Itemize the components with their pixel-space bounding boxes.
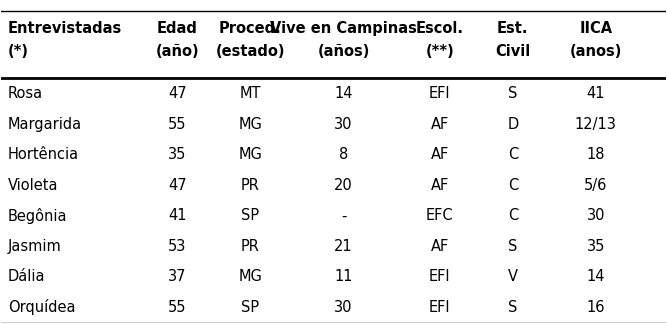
Text: AF: AF — [431, 117, 449, 132]
Text: V: V — [508, 269, 518, 284]
Text: 16: 16 — [586, 300, 605, 315]
Text: 12/13: 12/13 — [575, 117, 617, 132]
Text: 37: 37 — [168, 269, 187, 284]
Text: 41: 41 — [168, 208, 187, 223]
Text: MT: MT — [239, 86, 261, 101]
Text: C: C — [508, 178, 518, 193]
Text: 21: 21 — [334, 239, 353, 254]
Text: 18: 18 — [586, 147, 605, 162]
Text: 47: 47 — [168, 86, 187, 101]
Text: Vive en Campinas: Vive en Campinas — [270, 21, 417, 36]
Text: Proced.: Proced. — [219, 21, 282, 36]
Text: EFI: EFI — [429, 300, 451, 315]
Text: 5/6: 5/6 — [584, 178, 608, 193]
Text: 20: 20 — [334, 178, 353, 193]
Text: (año): (año) — [155, 44, 199, 59]
Text: 14: 14 — [586, 269, 605, 284]
Text: SP: SP — [241, 300, 259, 315]
Text: S: S — [508, 239, 518, 254]
Text: 53: 53 — [168, 239, 187, 254]
Text: 55: 55 — [168, 117, 187, 132]
Text: (*): (*) — [8, 44, 29, 59]
Text: Dália: Dália — [8, 269, 45, 284]
Text: 30: 30 — [586, 208, 605, 223]
Text: S: S — [508, 300, 518, 315]
Text: 8: 8 — [339, 147, 348, 162]
Text: Rosa: Rosa — [8, 86, 43, 101]
Text: 35: 35 — [587, 239, 605, 254]
Text: 30: 30 — [334, 300, 353, 315]
Text: Margarida: Margarida — [8, 117, 82, 132]
Text: (anos): (anos) — [570, 44, 622, 59]
Text: S: S — [508, 86, 518, 101]
Text: Entrevistadas: Entrevistadas — [8, 21, 122, 36]
Text: C: C — [508, 208, 518, 223]
Text: 35: 35 — [168, 147, 187, 162]
Text: MG: MG — [239, 269, 262, 284]
Text: AF: AF — [431, 239, 449, 254]
Text: 55: 55 — [168, 300, 187, 315]
Text: (estado): (estado) — [215, 44, 285, 59]
Text: 11: 11 — [334, 269, 353, 284]
Text: EFI: EFI — [429, 86, 451, 101]
Text: IICA: IICA — [580, 21, 612, 36]
Text: (**): (**) — [426, 44, 454, 59]
Text: 47: 47 — [168, 178, 187, 193]
Text: PR: PR — [241, 239, 260, 254]
Text: PR: PR — [241, 178, 260, 193]
Text: EFC: EFC — [426, 208, 454, 223]
Text: Edad: Edad — [157, 21, 198, 36]
Text: Jasmim: Jasmim — [8, 239, 62, 254]
Text: (años): (años) — [317, 44, 370, 59]
Text: AF: AF — [431, 178, 449, 193]
Text: -: - — [341, 208, 346, 223]
Text: 14: 14 — [334, 86, 353, 101]
Text: 41: 41 — [586, 86, 605, 101]
Text: AF: AF — [431, 147, 449, 162]
Text: MG: MG — [239, 147, 262, 162]
Text: D: D — [507, 117, 518, 132]
Text: Violeta: Violeta — [8, 178, 59, 193]
Text: Hortência: Hortência — [8, 147, 79, 162]
Text: Est.: Est. — [497, 21, 528, 36]
Text: Civil: Civil — [495, 44, 530, 59]
Text: 30: 30 — [334, 117, 353, 132]
Text: Begônia: Begônia — [8, 208, 67, 224]
Text: EFI: EFI — [429, 269, 451, 284]
Text: Escol.: Escol. — [416, 21, 464, 36]
Text: Orquídea: Orquídea — [8, 299, 75, 315]
Text: MG: MG — [239, 117, 262, 132]
Text: SP: SP — [241, 208, 259, 223]
Text: C: C — [508, 147, 518, 162]
